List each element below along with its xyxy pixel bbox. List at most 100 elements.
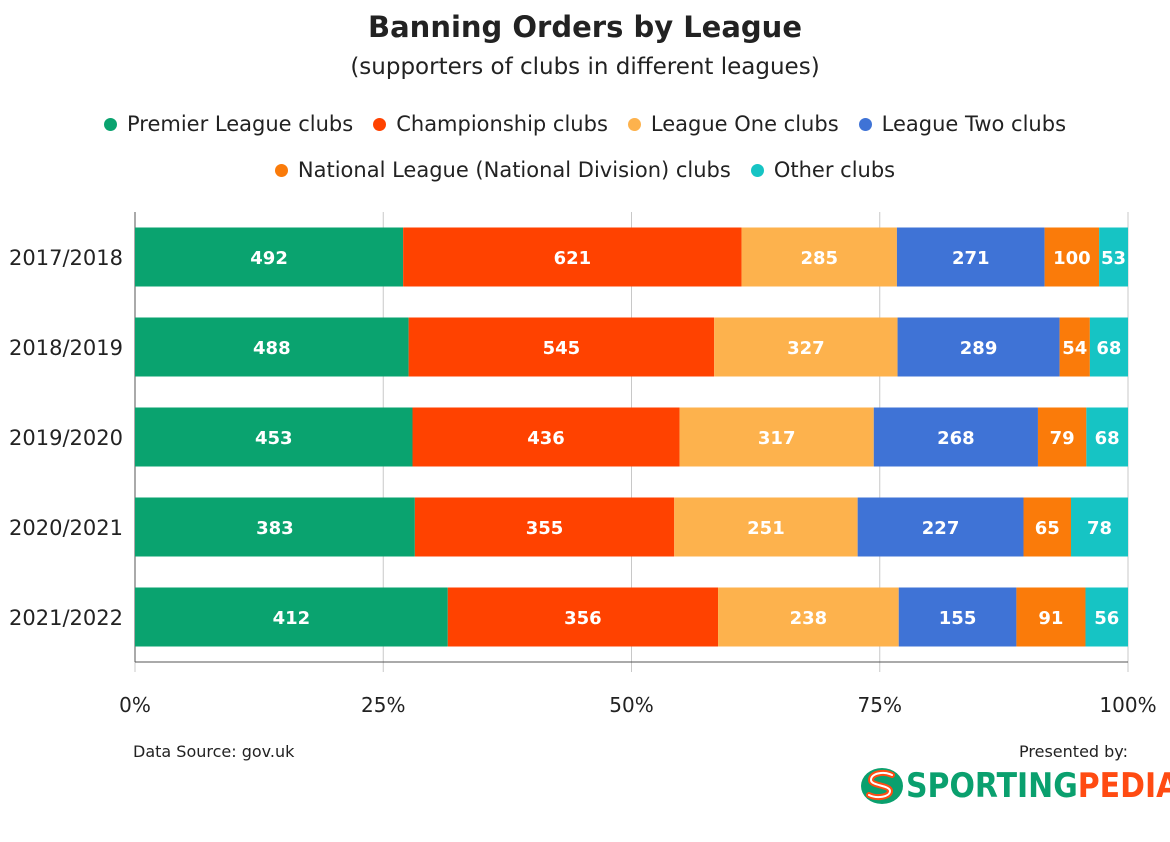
data-label: 68 [1096,338,1121,359]
data-label: 271 [952,248,990,269]
bar-segment [1071,497,1128,557]
x-tick-label: 0% [119,693,151,717]
x-tick-label: 75% [858,693,902,717]
data-label: 79 [1050,428,1075,449]
bar-segment [1016,587,1086,647]
bar-segment [857,497,1024,557]
chart-subtitle: (supporters of clubs in different league… [350,54,820,80]
data-source-note: Data Source: gov.uk [133,742,295,761]
bar-segment [1099,227,1128,287]
legend-label: League Two clubs [881,112,1067,136]
legend-row-1: Premier League clubs Championship clubs … [0,112,1170,136]
bar-segment [403,227,742,287]
legend-swatch [274,163,288,177]
data-label: 289 [960,338,998,359]
bar-segment [679,407,874,467]
data-label: 65 [1035,518,1060,539]
legend-swatch [750,163,764,177]
data-label: 488 [253,338,291,359]
data-label: 91 [1038,608,1063,629]
category-label: 2019/2020 [9,426,123,450]
bar-segment [135,227,404,287]
data-label: 317 [758,428,796,449]
bar-segment [414,497,675,557]
data-label: 268 [937,428,975,449]
legend-item-premier-league: Premier League clubs [103,112,354,136]
bar-segment [408,317,715,377]
logo-text-part2: PEDIA [1077,766,1170,806]
bar-segment [741,227,897,287]
presented-by-label: Presented by: [1019,742,1128,761]
legend-swatch [103,117,117,131]
bar-segment [412,407,680,467]
legend-item-league-two: League Two clubs [858,112,1067,136]
legend-swatch [373,117,387,131]
legend-label: Other clubs [773,158,896,182]
data-label: 327 [787,338,825,359]
legend-label: League One clubs [650,112,839,136]
legend-row-2: National League (National Division) club… [0,158,1170,182]
x-tick-label: 100% [1099,693,1156,717]
bar-segment [1086,407,1128,467]
sportingpedia-logo-icon [861,768,903,804]
data-label: 545 [543,338,581,359]
data-label: 238 [790,608,828,629]
legend-item-championship: Championship clubs [373,112,608,136]
sportingpedia-logo: SPORTINGPEDIA [858,764,1170,808]
bar-segment [718,587,899,647]
legend-item-national-league: National League (National Division) club… [274,158,731,182]
data-label: 355 [526,518,564,539]
bar-segment [896,227,1045,287]
data-label: 68 [1095,428,1120,449]
data-label: 621 [554,248,592,269]
category-label: 2018/2019 [9,336,123,360]
legend-swatch [858,117,872,131]
data-label: 436 [527,428,565,449]
data-label: 155 [939,608,977,629]
legend-label: Championship clubs [396,112,608,136]
data-label: 56 [1094,608,1119,629]
legend-item-league-one: League One clubs [627,112,839,136]
data-label: 53 [1101,248,1126,269]
data-label: 356 [564,608,602,629]
data-label: 54 [1062,338,1087,359]
x-tick-label: 50% [609,693,653,717]
bar-segment [1085,587,1128,647]
bar-segment [1023,497,1072,557]
data-label: 78 [1087,518,1112,539]
bar-segment [1044,227,1100,287]
bar-segment [898,587,1017,647]
logo-text: SPORTINGPEDIA [906,764,1170,808]
legend-label: National League (National Division) club… [297,158,731,182]
bar-segment [135,587,448,647]
logo-text-part1: SPORTING [906,766,1078,806]
bar-segment [897,317,1060,377]
bar-segment [447,587,719,647]
data-label: 383 [256,518,294,539]
legend-item-other-clubs: Other clubs [750,158,896,182]
data-label: 492 [250,248,288,269]
bar-segment [714,317,898,377]
data-label: 251 [747,518,785,539]
bar-segment [135,497,415,557]
bar-segment [1089,317,1128,377]
category-label: 2017/2018 [9,246,123,270]
bar-segment [873,407,1038,467]
data-label: 412 [273,608,311,629]
data-label: 227 [922,518,960,539]
data-label: 100 [1053,248,1091,269]
legend-label: Premier League clubs [126,112,354,136]
bar-segment [674,497,858,557]
data-label: 285 [800,248,838,269]
legend-swatch [627,117,641,131]
category-label: 2021/2022 [9,606,123,630]
x-tick-label: 25% [361,693,405,717]
bar-segment [135,407,413,467]
chart-title: Banning Orders by League [368,10,802,44]
bar-segment [1037,407,1087,467]
bar-segment [1059,317,1090,377]
data-label: 453 [255,428,293,449]
category-label: 2020/2021 [9,516,123,540]
